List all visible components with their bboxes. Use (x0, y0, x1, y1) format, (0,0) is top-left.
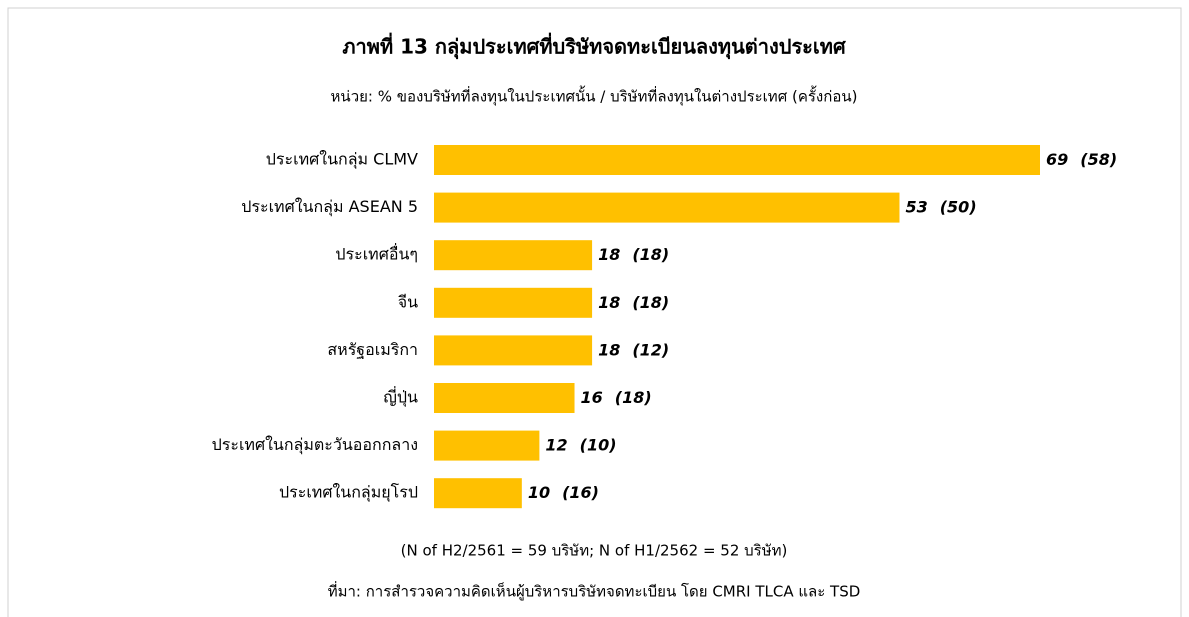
category-label: ประเทศในกลุ่มตะวันออกกลาง (212, 435, 418, 455)
category-label: จีน (398, 292, 418, 311)
bar (434, 145, 1040, 175)
previous-value: (16) (562, 483, 599, 502)
value-label: 53 (50) (905, 197, 976, 216)
previous-value: (18) (615, 388, 652, 407)
previous-value: (18) (632, 292, 669, 311)
bar (434, 287, 593, 318)
value: 12 (545, 435, 567, 454)
category-label: ญี่ปุ่น (383, 386, 418, 408)
value-label: 18 (18) (598, 245, 669, 264)
source: ที่มา: การสำรวจความคิดเห็นผู้บริหารบริษั… (328, 581, 861, 601)
category-label: ประเทศอื่นๆ (335, 243, 418, 264)
previous-value: (50) (940, 197, 977, 216)
value-label: 12 (10) (545, 435, 616, 454)
previous-value: (12) (632, 340, 669, 359)
value-label: 18 (18) (598, 292, 669, 311)
value: 10 (528, 483, 550, 502)
value: 18 (598, 340, 620, 359)
chart-title: ภาพที่ 13 กลุ่มประเทศที่บริษัทจดทะเบียนล… (342, 32, 847, 60)
value: 16 (581, 388, 603, 407)
value-label: 18 (12) (598, 340, 669, 359)
chart-frame (7, 7, 1182, 617)
previous-value: (58) (1080, 150, 1117, 169)
value: 53 (905, 197, 927, 216)
note: (N of H2/2561 = 59 บริษัท; N of H1/2562 … (401, 542, 788, 560)
previous-value: (18) (632, 245, 669, 264)
category-label: ประเทศในกลุ่ม CLMV (266, 150, 418, 170)
category-label: ประเทศในกลุ่มยุโรป (279, 483, 418, 503)
bar (434, 430, 540, 461)
value-label: 69 (58) (1046, 150, 1117, 169)
bar (434, 335, 593, 366)
bar (434, 478, 522, 509)
value-label: 16 (18) (581, 388, 652, 407)
category-label: สหรัฐอเมริกา (327, 340, 418, 359)
bar (434, 192, 900, 223)
category-label: ประเทศในกลุ่ม ASEAN 5 (241, 197, 418, 217)
bar (434, 383, 575, 413)
value: 18 (598, 245, 620, 264)
value: 18 (598, 292, 620, 311)
value-label: 10 (16) (528, 483, 599, 502)
previous-value: (10) (580, 435, 617, 454)
bar (434, 240, 593, 271)
chart-subtitle: หน่วย: % ของบริษัทที่ลงทุนในประเทศนั้น /… (331, 86, 858, 107)
value: 69 (1046, 150, 1068, 169)
